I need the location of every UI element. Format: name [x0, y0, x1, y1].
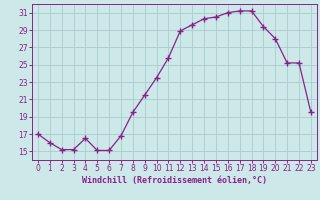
X-axis label: Windchill (Refroidissement éolien,°C): Windchill (Refroidissement éolien,°C)	[82, 176, 267, 185]
